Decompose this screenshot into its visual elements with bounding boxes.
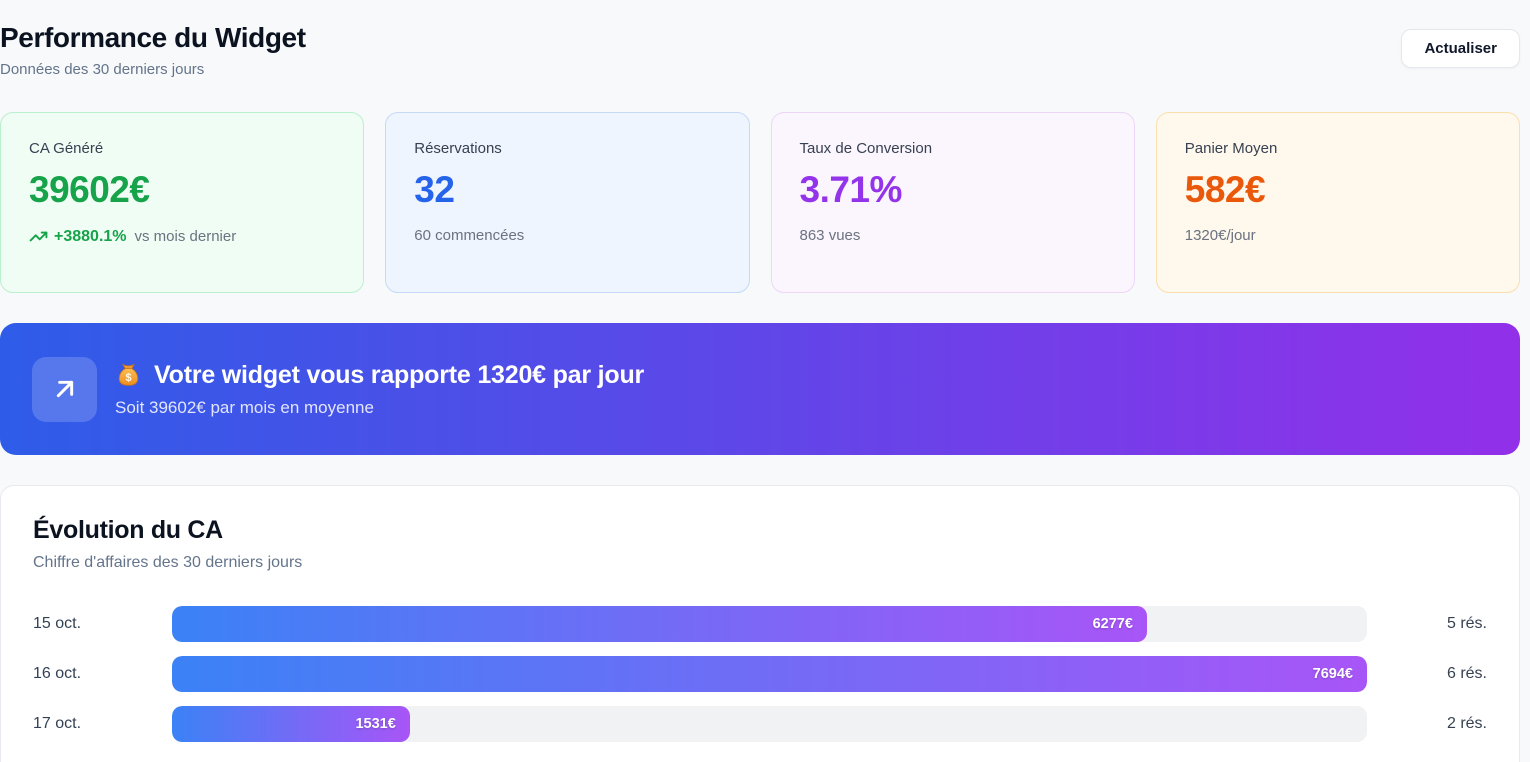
chart-subtitle: Chiffre d'affaires des 30 derniers jours	[33, 554, 303, 572]
stat-trend: +3880.1%	[29, 227, 127, 246]
stat-value: 39602€	[29, 169, 150, 211]
trending-up-icon	[29, 227, 48, 246]
bar-value-label: 1531€	[355, 716, 396, 733]
stat-sub: 60 commencées	[414, 227, 525, 245]
stat-card-reservations: Réservations 32 60 commencées	[385, 112, 750, 294]
banner-title-row: $ Votre widget vous rapporte 1320€ par j…	[115, 361, 644, 390]
stat-card-taux-conversion: Taux de Conversion 3.71% 863 vues	[770, 112, 1135, 294]
chart-row: 15 oct. 6277€ 5 rés.	[33, 606, 1487, 643]
revenue-chart-card: Évolution du CA Chiffre d'affaires des 3…	[0, 485, 1520, 762]
chart-title: Évolution du CA	[33, 516, 223, 545]
stats-grid: CA Généré 39602€ +3880.1% vs mois dernie…	[0, 112, 1520, 294]
stat-value: 32	[414, 169, 455, 211]
arrow-up-right-icon	[49, 373, 81, 405]
stat-trend-note: vs mois dernier	[134, 228, 237, 246]
bar-reservations-label: 5 rés.	[1446, 615, 1487, 633]
bar-fill: 6277€	[172, 606, 1147, 643]
bar-value-label: 7694€	[1312, 666, 1353, 683]
bar-date-label: 15 oct.	[33, 615, 82, 633]
bar-track: 7694€	[172, 656, 1367, 693]
bar-reservations-label: 2 rés.	[1446, 715, 1487, 733]
refresh-button[interactable]: Actualiser	[1401, 29, 1520, 68]
stat-label: Taux de Conversion	[799, 140, 933, 158]
stat-sub: 1320€/jour	[1184, 227, 1256, 245]
banner-title: Votre widget vous rapporte 1320€ par jou…	[154, 360, 645, 389]
stat-sub-row: +3880.1% vs mois dernier	[29, 227, 335, 246]
page-title: Performance du Widget	[0, 22, 306, 53]
chart-row: 17 oct. 1531€ 2 rés.	[33, 706, 1487, 743]
bar-value-label: 6277€	[1092, 616, 1133, 633]
stat-label: Panier Moyen	[1184, 140, 1278, 158]
bar-fill: 7694€	[172, 656, 1367, 693]
bar-date-label: 17 oct.	[33, 715, 82, 733]
bar-reservations-label: 6 rés.	[1446, 665, 1487, 683]
stat-sub: 863 vues	[799, 227, 861, 245]
chart-rows: 15 oct. 6277€ 5 rés. 16 oct. 7694€ 6 rés…	[33, 606, 1487, 743]
stat-trend-value: +3880.1%	[54, 227, 127, 245]
bar-track: 1531€	[172, 706, 1367, 743]
stat-value: 3.71%	[799, 169, 903, 211]
banner-text: $ Votre widget vous rapporte 1320€ par j…	[115, 361, 644, 418]
bar-date-label: 16 oct.	[33, 665, 82, 683]
page-header: Performance du Widget Données des 30 der…	[0, 22, 1520, 78]
stat-card-panier-moyen: Panier Moyen 582€ 1320€/jour	[1155, 112, 1520, 294]
page-header-text: Performance du Widget Données des 30 der…	[0, 22, 306, 78]
stat-card-ca-genere: CA Généré 39602€ +3880.1% vs mois dernie…	[0, 112, 365, 294]
svg-text:$: $	[125, 372, 131, 384]
stat-value: 582€	[1184, 169, 1266, 211]
banner-subtitle: Soit 39602€ par mois en moyenne	[115, 397, 374, 417]
stat-label: Réservations	[414, 140, 502, 158]
page-subtitle: Données des 30 derniers jours	[0, 61, 205, 79]
bar-track: 6277€	[172, 606, 1367, 643]
money-bag-icon: $	[115, 362, 142, 389]
revenue-banner: $ Votre widget vous rapporte 1320€ par j…	[0, 323, 1520, 456]
chart-row: 16 oct. 7694€ 6 rés.	[33, 656, 1487, 693]
stat-label: CA Généré	[29, 140, 104, 158]
bar-fill: 1531€	[172, 706, 410, 743]
banner-icon-box	[32, 356, 97, 422]
